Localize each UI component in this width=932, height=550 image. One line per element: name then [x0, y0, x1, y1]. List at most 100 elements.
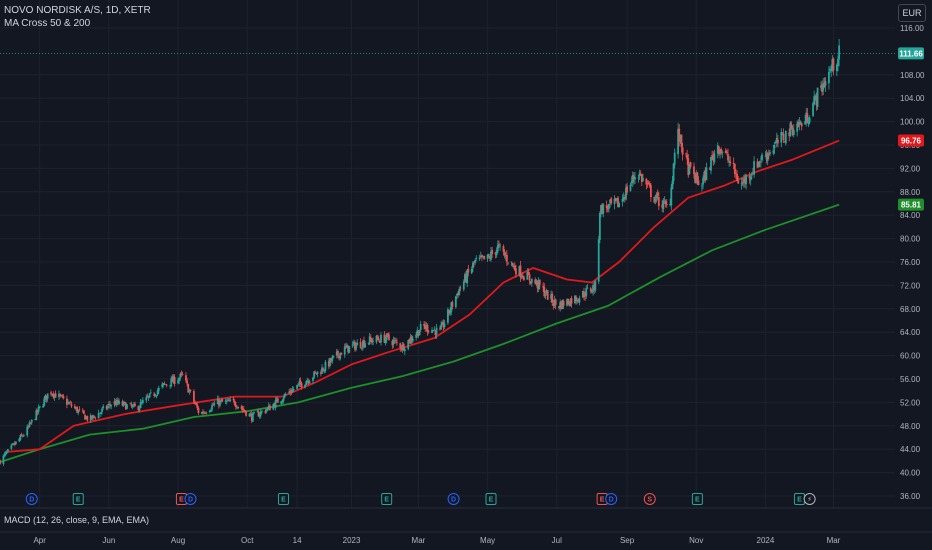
event-marker-circle	[184, 493, 197, 505]
candle-body	[375, 335, 378, 343]
candle-body	[297, 383, 300, 385]
candle-body	[264, 411, 267, 413]
candle-body	[511, 262, 514, 266]
candle-body	[307, 380, 310, 383]
candle-body	[654, 199, 657, 202]
candle-body	[534, 279, 537, 284]
candle-body	[705, 167, 708, 180]
candle-body	[118, 400, 120, 404]
candle-body	[431, 329, 433, 333]
candle-body	[194, 402, 196, 404]
candle-body	[417, 330, 420, 336]
x-tick-label: Mar	[412, 536, 426, 545]
candle-body	[348, 345, 351, 353]
event-marker-earnings[interactable]: E	[485, 493, 497, 505]
candle-body	[482, 256, 484, 257]
candle-body	[832, 58, 835, 71]
candle-body	[393, 340, 396, 341]
candle-body	[520, 276, 523, 278]
candle-body	[335, 351, 338, 356]
event-marker-circle	[605, 493, 618, 505]
y-tick-label: 84.00	[900, 211, 921, 220]
candle-body	[561, 300, 564, 309]
event-marker-earnings[interactable]: E	[381, 493, 393, 505]
candle-body	[290, 391, 293, 393]
candle-body	[521, 275, 524, 278]
candle-body	[829, 69, 831, 72]
y-axis[interactable]: 36.00 40.00 44.00 48.00 52.00 56.00 60.00 64.00…	[900, 24, 925, 501]
candle-body	[361, 340, 364, 348]
candle-body	[503, 252, 506, 256]
event-marker-earnings[interactable]: E	[72, 493, 84, 505]
candle-body	[542, 285, 545, 288]
candle-body	[352, 341, 355, 344]
candle-body	[241, 408, 244, 410]
candle-body	[360, 347, 363, 349]
candle-body	[670, 187, 673, 206]
event-marker-earnings[interactable]: E	[793, 493, 805, 505]
candle-body	[131, 405, 134, 407]
candle-body	[132, 404, 135, 406]
event-marker-dividend[interactable]: D	[605, 493, 618, 505]
symbol-title[interactable]: NOVO NORDISK A/S, 1D, XETR	[4, 5, 151, 16]
candle-body	[663, 200, 666, 202]
candle-body	[756, 161, 759, 168]
candle-body	[276, 398, 279, 403]
candle-body	[799, 121, 802, 124]
candle-body	[702, 177, 704, 185]
event-marker-label: E	[695, 497, 700, 504]
candle-body	[22, 435, 25, 437]
event-marker-box	[485, 493, 497, 505]
candle-body	[288, 391, 291, 394]
indicator-label[interactable]: MA Cross 50 & 200	[4, 18, 91, 29]
candle-body	[157, 387, 160, 391]
candle-body	[543, 286, 546, 297]
candle-body	[673, 152, 676, 165]
candle-body	[210, 409, 212, 412]
candle-body	[610, 198, 613, 204]
candle-body	[780, 131, 783, 143]
event-marker-split[interactable]: S	[643, 493, 656, 505]
candle-body	[0, 460, 1, 465]
candle-body	[193, 391, 195, 402]
candle-body	[354, 342, 356, 350]
candle-body	[296, 384, 298, 389]
candle-body	[609, 199, 611, 203]
candle-body	[275, 398, 278, 400]
candle-body	[725, 152, 728, 153]
candle-body	[204, 412, 207, 414]
currency-button[interactable]: EUR	[898, 4, 926, 22]
candle-body	[320, 372, 322, 374]
candle-body	[466, 270, 469, 284]
event-marker-split[interactable]: E	[596, 493, 608, 505]
candle-body	[741, 182, 744, 184]
x-axis[interactable]: Apr Jun Aug Oct 14 2023 Mar May Jul Sep Nov 2024 Mar	[33, 536, 840, 545]
candle-body	[29, 422, 32, 424]
candle-body	[21, 435, 24, 437]
candle-body	[426, 325, 429, 332]
event-marker-flash[interactable]: ⚡	[803, 493, 816, 505]
x-tick-label: Aug	[171, 536, 185, 545]
candle-body	[200, 412, 203, 414]
event-marker-dividend[interactable]: D	[447, 493, 460, 505]
macd-indicator-label[interactable]: MACD (12, 26, close, 9, EMA, EMA)	[4, 515, 150, 525]
candle-body	[411, 338, 414, 342]
event-marker-dividend[interactable]: D	[184, 493, 197, 505]
y-tick-label: 92.00	[900, 164, 921, 173]
candle-body	[625, 187, 627, 200]
candle-body	[416, 330, 419, 335]
candle-body	[321, 367, 323, 374]
x-tick-label: 14	[293, 536, 302, 545]
event-marker-dividend[interactable]: D	[25, 493, 38, 505]
event-marker-earnings[interactable]: E	[691, 493, 703, 505]
candle-body	[221, 399, 224, 402]
candle-body	[710, 156, 712, 171]
candle-body	[34, 419, 37, 421]
event-marker-earnings[interactable]: E	[277, 493, 289, 505]
event-marker-box	[381, 493, 393, 505]
y-tick-label: 80.00	[900, 235, 921, 244]
candle-body	[774, 141, 777, 144]
candle-body	[443, 323, 446, 328]
candle-body	[53, 393, 56, 398]
